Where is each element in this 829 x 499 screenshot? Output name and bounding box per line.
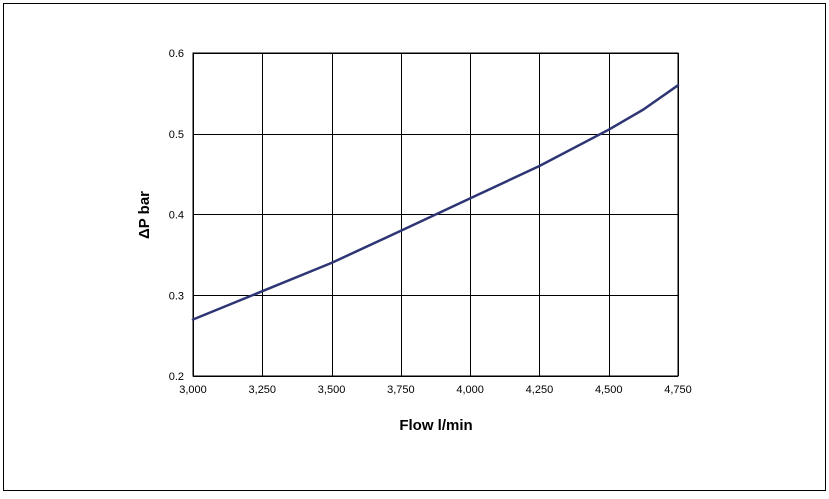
- x-tick-label: 3,000: [179, 384, 207, 396]
- x-tick-label: 3,500: [318, 384, 346, 396]
- y-tick-label: 0.5: [169, 129, 184, 141]
- y-axis-title: ΔP bar: [136, 191, 153, 239]
- x-tick-label: 4,750: [664, 384, 692, 396]
- y-tick-label: 0.3: [169, 290, 184, 302]
- y-tick-label: 0.4: [169, 210, 184, 222]
- x-tick-label: 4,500: [595, 384, 623, 396]
- series-layer: [191, 84, 680, 321]
- y-tick-label: 0.6: [169, 48, 184, 60]
- x-tick-label: 4,250: [526, 384, 554, 396]
- series-line: [191, 84, 680, 321]
- x-tick-label: 3,250: [249, 384, 277, 396]
- tick-labels: 3,000 3,250 3,500 3,750 4,000 4,250 4,500 4,750…: [169, 48, 692, 396]
- x-tick-label: 3,750: [387, 384, 415, 396]
- y-tick-label: 0.2: [169, 371, 184, 383]
- x-tick-label: 4,000: [456, 384, 484, 396]
- x-axis-title: Flow l/min: [399, 417, 472, 434]
